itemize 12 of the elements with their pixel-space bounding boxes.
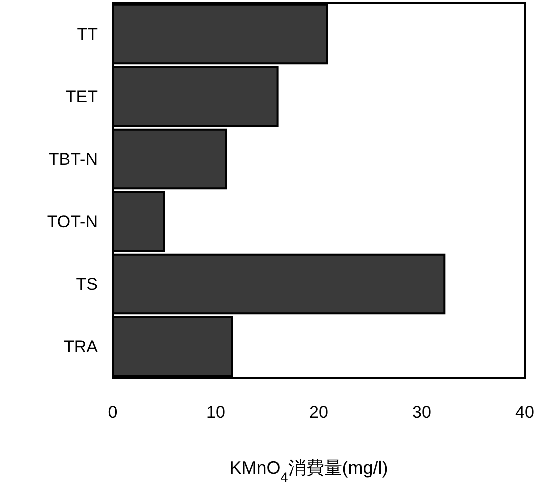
y-tick-label: TET xyxy=(66,87,98,106)
x-tick-label: 30 xyxy=(412,403,432,422)
x-axis-title: KMnO$_{4}$消費量(mg/l) xyxy=(230,458,388,484)
x-tick-label: 0 xyxy=(108,403,118,422)
y-tick-label: TBT-N xyxy=(48,150,98,169)
x-tick-label: 40 xyxy=(516,403,534,422)
y-tick-label: TRA xyxy=(64,337,99,356)
y-tick-label: TT xyxy=(77,24,98,44)
x-tick-label: 20 xyxy=(310,403,328,422)
x-tick-label: 10 xyxy=(206,403,226,422)
y-tick-label: TOT-N xyxy=(47,212,98,232)
y-tick-label: TS xyxy=(76,274,98,294)
